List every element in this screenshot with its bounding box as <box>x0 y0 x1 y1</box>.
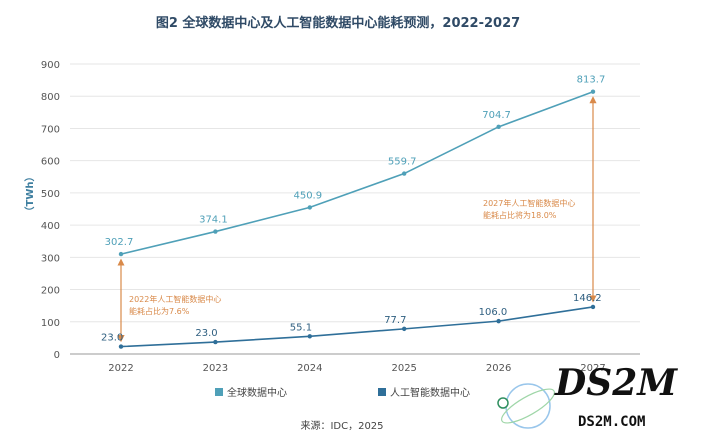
x-tick-label: 2024 <box>297 363 322 374</box>
y-axis-label: （TWh） <box>23 172 36 217</box>
y-tick-label: 900 <box>41 60 60 71</box>
data-point <box>496 318 501 324</box>
chart-title: 图2 全球数据中心及人工智能数据中心能耗预测，2022-2027 <box>156 15 520 31</box>
x-tick-label: 2025 <box>391 363 416 374</box>
data-label: 146.2 <box>573 293 602 304</box>
x-axis-ticks: 2022 2023 2024 2025 2026 2027 <box>108 363 605 374</box>
series-lines: 302.7 374.1 450.9 559.7 704.7 813.7 23.0 23.0 55… <box>101 75 605 349</box>
y-tick-label: 800 <box>41 92 60 103</box>
data-label: 450.9 <box>293 190 322 201</box>
y-tick-label: 200 <box>41 286 60 297</box>
watermark-atom-dot <box>497 397 509 409</box>
legend-label: 全球数据中心 <box>227 386 287 399</box>
watermark-orbit <box>501 388 555 424</box>
data-label: 23.0 <box>101 333 123 344</box>
y-tick-label: 700 <box>41 124 60 135</box>
data-label: 55.1 <box>290 322 312 333</box>
data-point <box>307 205 312 210</box>
y-tick-label: 300 <box>41 253 60 264</box>
data-point <box>213 339 218 345</box>
legend-swatch <box>378 388 386 396</box>
annotation-text: 能耗占比将为18.0% <box>483 210 557 220</box>
watermark-text: DS2M <box>554 362 678 404</box>
data-label: 302.7 <box>105 237 134 248</box>
share-arrows <box>117 96 597 343</box>
gridlines <box>70 63 640 323</box>
source-note: 来源：IDC，2025 <box>300 419 383 432</box>
series-line-2 <box>120 306 594 348</box>
data-point <box>307 334 312 339</box>
data-label: 77.7 <box>384 315 406 326</box>
data-label: 374.1 <box>199 215 228 226</box>
data-label: 559.7 <box>388 157 417 168</box>
y-tick-label: 500 <box>41 189 60 200</box>
x-tick-label: 2022 <box>108 363 133 374</box>
y-tick-label: 100 <box>41 318 60 329</box>
data-label: 106.0 <box>479 307 508 318</box>
data-label: 23.0 <box>195 328 217 339</box>
data-point <box>590 304 596 310</box>
y-tick-label: 400 <box>41 221 60 232</box>
y-tick-label: 600 <box>41 157 60 168</box>
data-point <box>402 171 407 176</box>
y-tick-label: 0 <box>54 350 60 361</box>
x-tick-label: 2026 <box>486 363 511 374</box>
data-point <box>213 229 218 234</box>
data-label: 704.7 <box>482 110 511 121</box>
annotation-text: 能耗占比为7.6% <box>129 306 190 316</box>
data-point <box>590 89 596 94</box>
x-tick-label: 2023 <box>203 363 228 374</box>
data-label: 813.7 <box>577 75 606 86</box>
data-point <box>402 326 407 332</box>
x-tick-label: 2027 <box>580 363 605 374</box>
watermark-url: DS2M.COM <box>578 414 645 430</box>
annotation-text: 2027年人工智能数据中心 <box>483 198 575 208</box>
legend-swatch <box>215 388 223 396</box>
annotation-text: 2022年人工智能数据中心 <box>129 294 221 304</box>
data-point <box>118 251 124 257</box>
legend-label: 人工智能数据中心 <box>390 386 470 399</box>
watermark-logo: DS2M DS2M.COM <box>497 362 678 430</box>
data-point <box>118 344 124 349</box>
legend: 全球数据中心 人工智能数据中心 <box>215 386 470 399</box>
series-line-1 <box>120 90 594 255</box>
data-point <box>496 124 501 130</box>
y-axis-ticks: 0 100 200 300 400 500 600 700 800 900 <box>41 60 60 361</box>
